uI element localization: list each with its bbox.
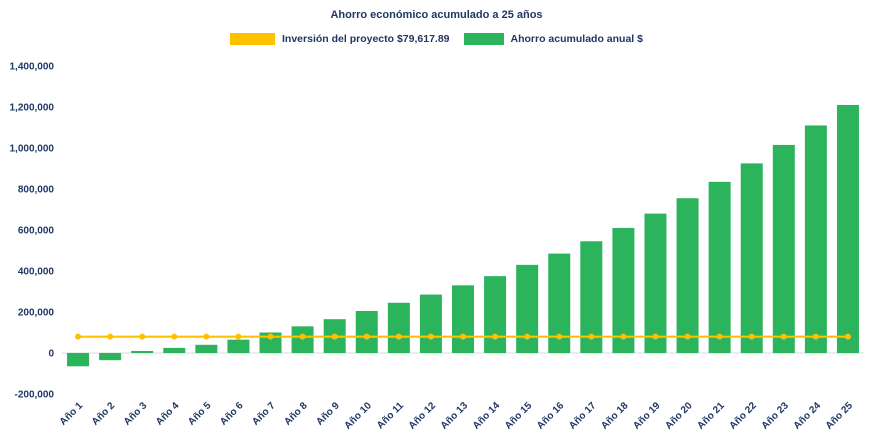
x-axis-label: Año 12: [407, 400, 439, 432]
bar-año-19: [644, 213, 667, 353]
x-axis-label: Año 20: [663, 400, 695, 432]
y-axis-label: 1,200,000: [10, 103, 55, 114]
savings-legend-swatch: [463, 33, 504, 45]
investment-point-año-23: [780, 333, 787, 340]
x-axis-label: Año 9: [314, 400, 342, 428]
x-axis-label: Año 2: [90, 400, 118, 428]
y-axis-label: 800,000: [18, 185, 55, 196]
investment-legend-swatch: [230, 33, 276, 45]
y-axis-label: 400,000: [18, 267, 55, 278]
bar-año-20: [676, 198, 699, 353]
bar-año-4: [163, 347, 186, 353]
investment-point-año-6: [235, 333, 242, 340]
investment-point-año-3: [139, 333, 146, 340]
investment-point-año-12: [427, 333, 434, 340]
bar-año-5: [195, 344, 218, 353]
investment-point-año-18: [620, 333, 627, 340]
investment-point-año-8: [299, 333, 306, 340]
x-axis-label: Año 6: [218, 400, 246, 428]
x-axis-label: Año 11: [375, 400, 406, 431]
investment-point-año-19: [652, 333, 659, 340]
x-axis-label: Año 14: [471, 400, 503, 432]
x-axis-label: Año 18: [599, 400, 631, 432]
x-axis-label: Año 17: [567, 400, 599, 432]
chart-title: Ahorro económico acumulado a 25 años: [330, 9, 543, 21]
x-axis-label: Año 23: [760, 400, 792, 432]
investment-point-año-21: [716, 333, 723, 340]
bar-año-2: [99, 353, 122, 361]
x-axis-label: Año 19: [631, 400, 663, 432]
x-axis-label: Año 4: [154, 400, 182, 428]
x-axis-label: Año 1: [58, 400, 86, 428]
y-axis-label: -200,000: [15, 390, 55, 401]
x-axis-label: Año 24: [792, 400, 824, 432]
investment-point-año-5: [203, 333, 210, 340]
investment-point-año-13: [460, 333, 466, 340]
investment-point-año-16: [556, 333, 563, 340]
investment-legend-label: Inversión del proyecto $79,617.89: [282, 33, 450, 45]
investment-point-año-4: [171, 333, 178, 340]
bar-año-16: [548, 253, 571, 353]
bar-año-14: [484, 276, 507, 353]
bar-año-21: [708, 181, 731, 353]
bar-año-3: [131, 350, 154, 353]
bar-año-12: [419, 294, 442, 353]
investment-point-año-10: [363, 333, 370, 340]
y-axis-label: 200,000: [18, 308, 55, 319]
bar-año-10: [355, 310, 378, 353]
bar-año-24: [804, 125, 827, 353]
x-axis-label: Año 3: [122, 400, 150, 428]
investment-point-año-1: [75, 333, 82, 340]
investment-point-año-20: [684, 333, 691, 340]
y-axis-label: 1,000,000: [10, 144, 55, 155]
y-axis-label: 600,000: [18, 226, 55, 237]
x-axis-label: Año 21: [695, 400, 727, 432]
investment-point-año-7: [267, 333, 274, 340]
savings-legend-label: Ahorro acumulado anual $: [510, 33, 643, 45]
bar-año-13: [452, 285, 474, 353]
investment-point-año-2: [107, 333, 114, 340]
x-axis-label: Año 16: [535, 400, 567, 432]
x-axis-label: Año 8: [282, 400, 310, 428]
bar-año-17: [580, 241, 603, 353]
investment-point-año-25: [844, 333, 851, 340]
chart-legend: Inversión del proyecto $79,617.89 Ahorro…: [0, 33, 873, 45]
y-axis-label: 0: [48, 349, 54, 360]
bar-año-23: [772, 144, 795, 353]
x-axis-label: Año 22: [727, 400, 759, 432]
investment-point-año-17: [588, 333, 595, 340]
bar-año-15: [516, 264, 539, 353]
bar-año-18: [612, 227, 635, 353]
bar-año-22: [740, 163, 763, 353]
x-axis-label: Año 13: [439, 400, 471, 432]
bar-año-25: [836, 104, 859, 353]
x-axis-label: Año 15: [503, 400, 535, 432]
x-axis-label: Año 5: [186, 400, 214, 428]
investment-point-año-9: [331, 333, 338, 340]
investment-point-año-24: [812, 333, 819, 340]
bar-año-1: [67, 353, 90, 367]
x-axis-label: Año 10: [343, 400, 375, 432]
y-axis-label: 1,400,000: [10, 62, 55, 73]
bar-año-6: [227, 339, 250, 353]
investment-point-año-15: [524, 333, 531, 340]
investment-point-año-11: [395, 333, 402, 340]
x-axis-label: Año 25: [824, 400, 856, 432]
x-axis-label: Año 7: [250, 400, 278, 428]
investment-point-año-22: [748, 333, 755, 340]
investment-point-año-14: [492, 333, 499, 340]
bar-año-11: [387, 302, 410, 353]
